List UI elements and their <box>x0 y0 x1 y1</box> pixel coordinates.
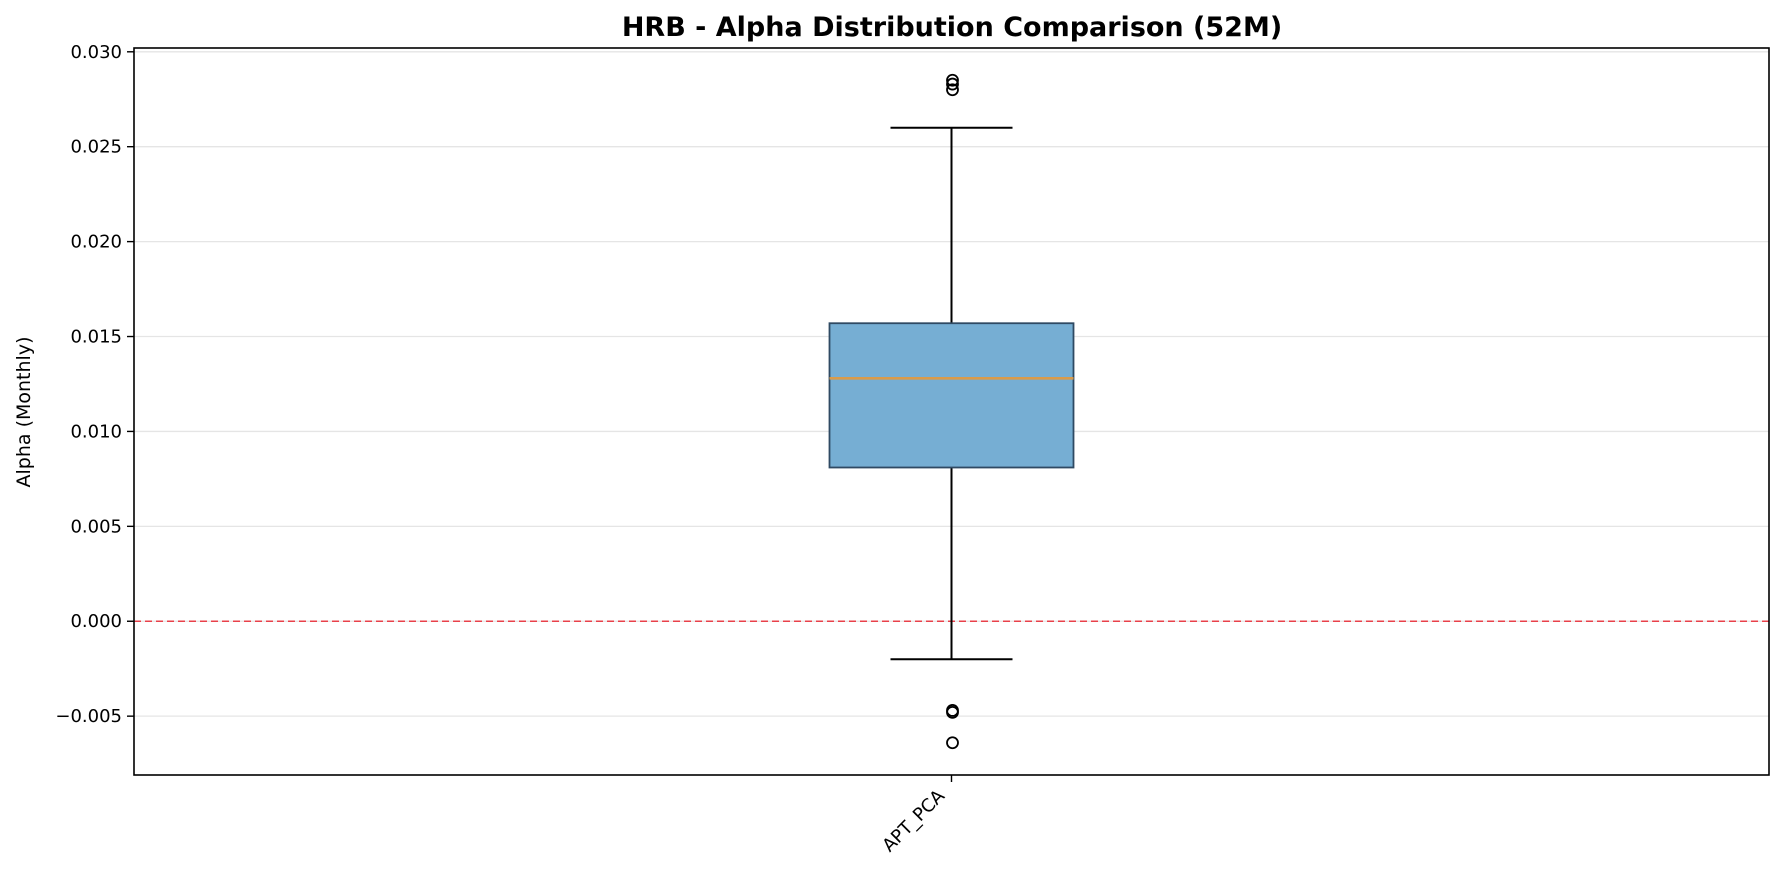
outlier-point <box>946 73 959 87</box>
box-layer <box>828 73 1075 750</box>
y-tick-label: −0.005 <box>55 706 122 727</box>
box-apt_pca <box>828 73 1075 750</box>
y-tick-label: 0.025 <box>70 137 122 158</box>
interquartile-box <box>828 322 1075 469</box>
y-axis-ticks: −0.005 0.000 0.005 0.010 0.015 0.020 0.025 0.03… <box>55 42 134 727</box>
outlier-point <box>946 83 959 97</box>
y-tick-label: 0.020 <box>70 232 122 253</box>
y-tick-label: 0.005 <box>70 516 122 537</box>
y-tick-label: 0.030 <box>70 42 122 63</box>
outlier-point <box>946 736 959 750</box>
outlier-point <box>946 705 959 719</box>
y-tick-label: 0.015 <box>70 327 122 348</box>
x-tick-label: APT_PCA <box>878 785 949 856</box>
y-tick-label: 0.000 <box>70 611 122 632</box>
y-tick-label: 0.010 <box>70 421 122 442</box>
outlier-point <box>946 77 959 91</box>
y-axis-label: Alpha (Monthly) <box>13 337 35 488</box>
x-axis-ticks: APT_PCA <box>878 775 953 856</box>
chart-title: HRB - Alpha Distribution Comparison (52M… <box>622 12 1282 43</box>
